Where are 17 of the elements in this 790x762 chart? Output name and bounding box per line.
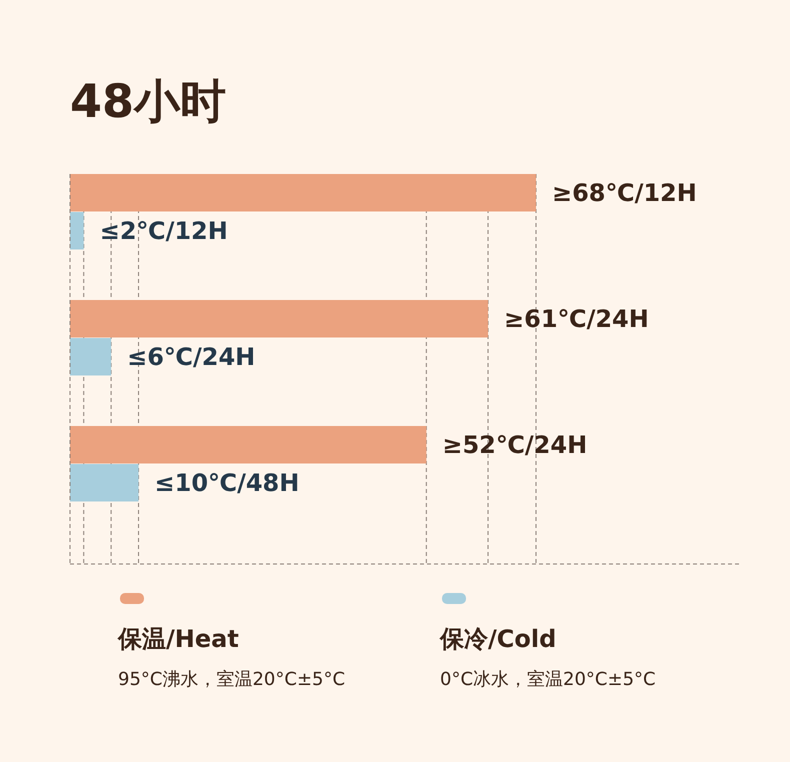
- legend-label: 保温/Heat: [117, 625, 239, 653]
- bar: [70, 426, 426, 464]
- data-label: ≤2℃/12H: [100, 217, 228, 246]
- bar: [70, 300, 488, 338]
- bar: [70, 338, 112, 376]
- data-label: ≤10℃/48H: [154, 469, 300, 498]
- text: 95°C沸水，室温20°C±5°C: [118, 669, 346, 690]
- text: 0°C冰水，室温20°C±5°C: [440, 669, 656, 690]
- bar: [70, 212, 84, 250]
- data-label: ≥52℃/24H: [442, 431, 588, 460]
- data-label: ≥61℃/24H: [504, 305, 649, 334]
- bar: [70, 464, 139, 502]
- bar: [70, 174, 536, 212]
- data-label: ≤6℃/24H: [127, 343, 256, 372]
- data-label: ≥68℃/12H: [552, 179, 697, 208]
- legend-label: 保冷/Cold: [439, 625, 556, 653]
- chart-title: 48小时: [70, 74, 226, 128]
